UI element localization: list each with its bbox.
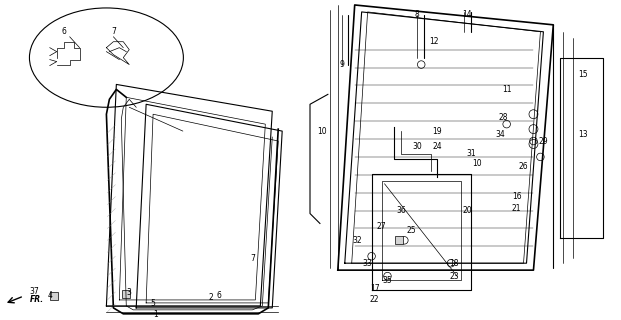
Text: 31: 31 — [466, 149, 476, 158]
Text: 26: 26 — [519, 162, 528, 171]
Text: 6: 6 — [61, 27, 66, 36]
Text: 25: 25 — [407, 226, 416, 235]
Text: 32: 32 — [353, 236, 363, 245]
Text: 35: 35 — [383, 276, 392, 284]
FancyBboxPatch shape — [122, 290, 130, 298]
Text: 23: 23 — [449, 272, 459, 281]
Text: 10: 10 — [472, 159, 482, 168]
Text: 36: 36 — [396, 206, 406, 215]
Text: 18: 18 — [449, 259, 459, 268]
Text: 22: 22 — [370, 295, 379, 304]
Text: 10: 10 — [317, 127, 327, 136]
Text: 27: 27 — [377, 222, 386, 231]
Text: 7: 7 — [250, 254, 255, 263]
Text: 3: 3 — [127, 289, 132, 298]
Text: 29: 29 — [538, 137, 548, 146]
Text: 20: 20 — [462, 206, 472, 215]
Text: 2: 2 — [208, 293, 213, 302]
Text: 7: 7 — [111, 27, 116, 36]
Text: 9: 9 — [339, 60, 344, 69]
Text: 19: 19 — [432, 127, 442, 136]
Text: 15: 15 — [578, 70, 588, 79]
Text: 17: 17 — [369, 284, 379, 292]
Text: 28: 28 — [499, 113, 509, 122]
Text: 30: 30 — [412, 142, 422, 151]
Text: 16: 16 — [512, 192, 522, 201]
Text: 11: 11 — [502, 85, 512, 94]
Text: 34: 34 — [496, 130, 505, 139]
Text: 37: 37 — [29, 287, 39, 297]
Text: 33: 33 — [363, 259, 373, 268]
Text: 1: 1 — [153, 310, 158, 319]
Text: 12: 12 — [429, 37, 439, 46]
Text: 5: 5 — [151, 300, 155, 308]
FancyBboxPatch shape — [396, 236, 404, 244]
Text: 6: 6 — [216, 292, 221, 300]
Text: 13: 13 — [578, 130, 588, 139]
Text: 4: 4 — [47, 292, 52, 300]
Text: 8: 8 — [415, 10, 420, 20]
Text: 21: 21 — [512, 204, 522, 213]
FancyBboxPatch shape — [50, 292, 58, 300]
Text: 14: 14 — [462, 10, 472, 20]
Text: FR.: FR. — [30, 295, 44, 304]
Text: 24: 24 — [432, 142, 442, 151]
